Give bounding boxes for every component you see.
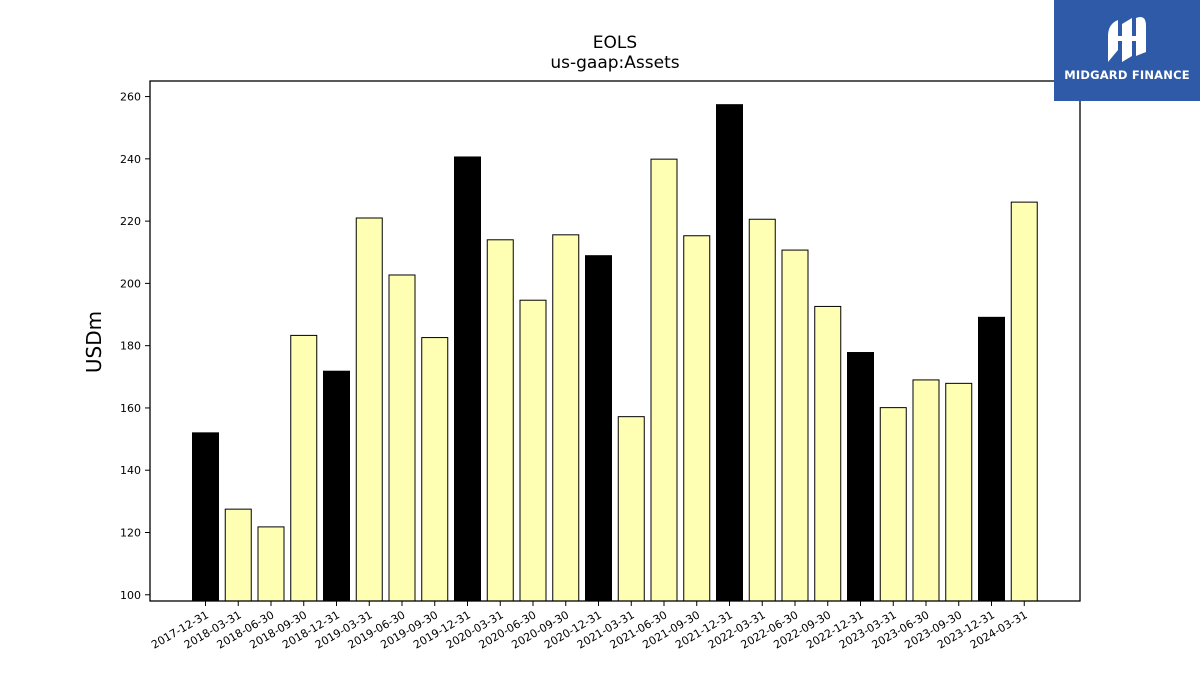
bar-2024-03-31	[1010, 201, 1038, 602]
bar-2020-06-30	[519, 299, 547, 602]
midgard-finance-logo: MIDGARD FINANCE	[1054, 0, 1200, 101]
y-axis-ticks: 100 120 140 160 180 200 220 240 260	[120, 91, 150, 602]
bar-2022-06-30	[781, 249, 809, 602]
bar-2021-09-30	[683, 235, 711, 602]
bar-2023-12-31	[978, 316, 1005, 602]
bar-2017-12-31	[192, 432, 219, 602]
chart-subtitle: us-gaap:Assets	[550, 53, 679, 73]
y-tick-label: 200	[120, 277, 141, 290]
bar-2019-06-30	[388, 274, 416, 602]
y-axis-label: USDm	[82, 311, 106, 373]
bar-2023-06-30	[912, 379, 940, 602]
bar-2021-06-30	[650, 158, 678, 602]
bar-2022-09-30	[814, 305, 842, 602]
logo-text: MIDGARD FINANCE	[1064, 68, 1190, 82]
bar-2022-12-31	[847, 352, 874, 602]
y-tick-label: 140	[120, 464, 141, 477]
logo-mark-icon	[1108, 17, 1146, 62]
y-tick-label: 260	[120, 91, 141, 104]
y-tick-label: 100	[120, 589, 141, 602]
bar-2019-09-30	[421, 337, 449, 602]
bar-2021-12-31	[716, 104, 743, 602]
bar-2018-03-31	[224, 508, 252, 602]
bar-2018-06-30	[257, 526, 285, 602]
bar-2020-03-31	[486, 239, 514, 602]
bar-2019-12-31	[454, 156, 481, 602]
y-tick-label: 240	[120, 153, 141, 166]
bar-2022-03-31	[748, 218, 776, 602]
bar-2020-12-31	[585, 255, 612, 602]
bar-2023-09-30	[945, 382, 973, 602]
bar-2021-03-31	[617, 416, 645, 602]
bar-2018-09-30	[290, 334, 318, 602]
bar-2019-03-31	[355, 217, 383, 602]
y-tick-label: 120	[120, 526, 141, 539]
y-tick-label: 220	[120, 215, 141, 228]
bar-2018-12-31	[323, 370, 350, 602]
x-axis-ticks: 2017-12-312018-03-312018-06-302018-09-30…	[149, 601, 1030, 652]
chart-title: EOLS	[593, 33, 637, 53]
bar-2020-09-30	[552, 234, 580, 602]
plot-frame	[149, 80, 1081, 602]
y-tick-label: 180	[120, 340, 141, 353]
y-tick-label: 160	[120, 402, 141, 415]
bars-group	[192, 104, 1038, 602]
bar-2023-03-31	[879, 407, 907, 602]
